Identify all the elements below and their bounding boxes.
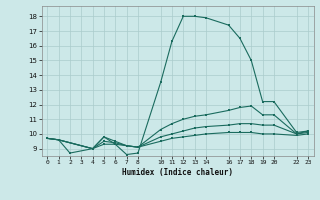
X-axis label: Humidex (Indice chaleur): Humidex (Indice chaleur) <box>122 168 233 177</box>
